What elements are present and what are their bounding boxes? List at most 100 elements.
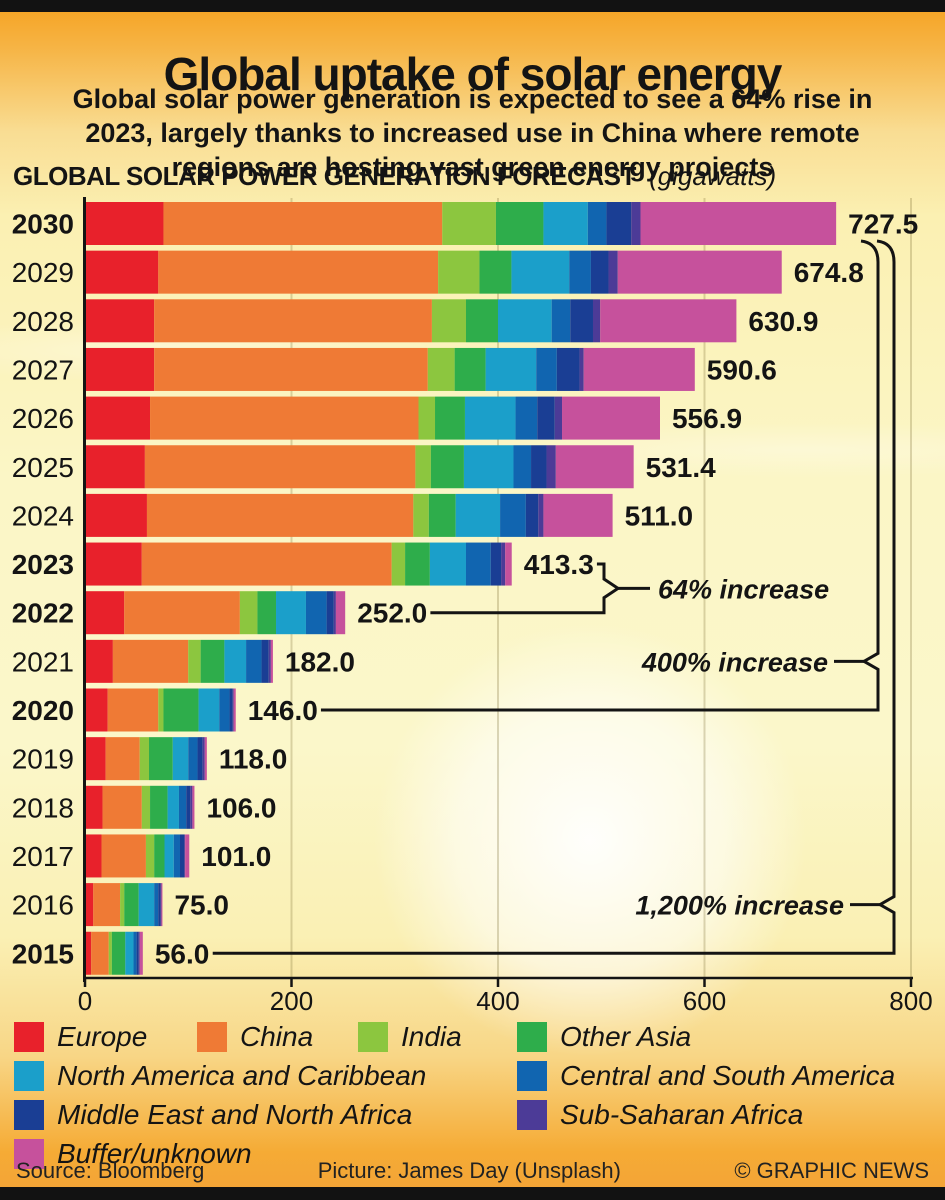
legend-item: Buffer/unknown [14, 1138, 252, 1169]
bar-segment [112, 639, 189, 683]
chart-heading: GLOBAL SOLAR POWER GENERATION FORECAST (… [13, 161, 776, 192]
bar-segment [158, 883, 161, 927]
bar-segment [570, 299, 593, 343]
legend-swatch [517, 1061, 547, 1091]
bar-segment [418, 396, 436, 440]
bar-segment [224, 639, 247, 683]
year-label: 2019 [12, 744, 74, 775]
bar-segment [500, 493, 526, 537]
bar-segment [108, 931, 112, 975]
bar-segment [150, 396, 419, 440]
bar-segment [173, 834, 180, 878]
bar-segment [606, 202, 632, 245]
year-label: 2024 [12, 500, 74, 531]
legend-label: Buffer/unknown [57, 1138, 252, 1169]
bar-segment [270, 639, 273, 683]
bar-segment [326, 591, 334, 635]
bar-segment [154, 883, 159, 927]
legend-label: Europe [57, 1021, 148, 1052]
bar-segment [154, 834, 165, 878]
bar-segment [592, 299, 601, 343]
bar-segment [85, 445, 145, 489]
year-label: 2026 [12, 403, 74, 434]
legend-label: India [401, 1021, 462, 1052]
bar-segment [511, 250, 570, 294]
bar-segment [185, 834, 190, 878]
bar-segment [305, 591, 327, 635]
bar-segment [120, 883, 125, 927]
bar-segment [101, 834, 146, 878]
bar-segment [513, 445, 532, 489]
value-label: 556.9 [672, 403, 742, 434]
bar-segment [543, 202, 588, 245]
bar-segment [85, 202, 164, 245]
year-label: 2015 [12, 938, 74, 969]
bar-segment [583, 347, 695, 391]
bar-segment [608, 250, 618, 294]
bar-segment [257, 591, 277, 635]
year-label: 2023 [12, 549, 74, 580]
bar-segment [125, 931, 134, 975]
bar-segment [198, 688, 220, 732]
bar-segment [501, 542, 506, 586]
value-label: 630.9 [748, 306, 818, 337]
year-label: 2025 [12, 452, 74, 483]
bar-segment [515, 396, 538, 440]
bar-segment [427, 347, 455, 391]
bar-segment [430, 445, 464, 489]
bar-segment [429, 542, 466, 586]
bar-segment [85, 396, 151, 440]
bar-segment [335, 591, 346, 635]
bar-segment [498, 299, 552, 343]
bar-segment [455, 493, 501, 537]
bar-segment [138, 931, 140, 975]
legend-item: India [358, 1021, 462, 1052]
legend-item: Central and South America [517, 1060, 895, 1091]
year-label: 2020 [12, 695, 74, 726]
chart-heading-unit: (gigawatts) [649, 161, 777, 191]
bar-segment [190, 785, 193, 829]
bar-segment [239, 591, 258, 635]
axis-tick-label: 0 [78, 986, 92, 1016]
legend-swatch [517, 1100, 547, 1130]
bar-segment [150, 785, 168, 829]
bar-segment [124, 591, 240, 635]
bar-segment [85, 591, 125, 635]
bar-segment [587, 202, 607, 245]
value-label: 674.8 [794, 257, 864, 288]
bar-segment [124, 883, 139, 927]
legend-label: Sub-Saharan Africa [560, 1099, 804, 1130]
year-label: 2018 [12, 792, 74, 823]
bar-segment [525, 493, 539, 537]
bar-segment [85, 250, 159, 294]
bar-segment [428, 493, 456, 537]
bar-segment [149, 737, 173, 781]
bar-segment [505, 542, 512, 586]
bar-segment [139, 931, 143, 975]
bar-segment [91, 931, 109, 975]
bar-segment [141, 542, 392, 586]
annotation-bracket [212, 239, 896, 955]
bar-segment [160, 883, 162, 927]
bar-segment [590, 250, 609, 294]
bar-segment [192, 785, 195, 829]
legend-label: China [240, 1021, 314, 1052]
bar-segment [391, 542, 406, 586]
bar-segment [197, 737, 203, 781]
legend-label: Middle East and North Africa [57, 1099, 413, 1130]
year-label: 2028 [12, 306, 74, 337]
bar-segment [200, 639, 225, 683]
bar-segment [442, 202, 496, 245]
axis-tick-label: 400 [476, 986, 519, 1016]
annotation-label: 400% increase [641, 647, 828, 677]
bar-segment [219, 688, 230, 732]
legend-item: China [197, 1021, 314, 1052]
bar-segment [415, 445, 431, 489]
bar-segment [490, 542, 502, 586]
bar-segment [158, 250, 439, 294]
bar-segment [145, 834, 155, 878]
bar-segment [435, 396, 465, 440]
bar-segment [538, 493, 544, 537]
